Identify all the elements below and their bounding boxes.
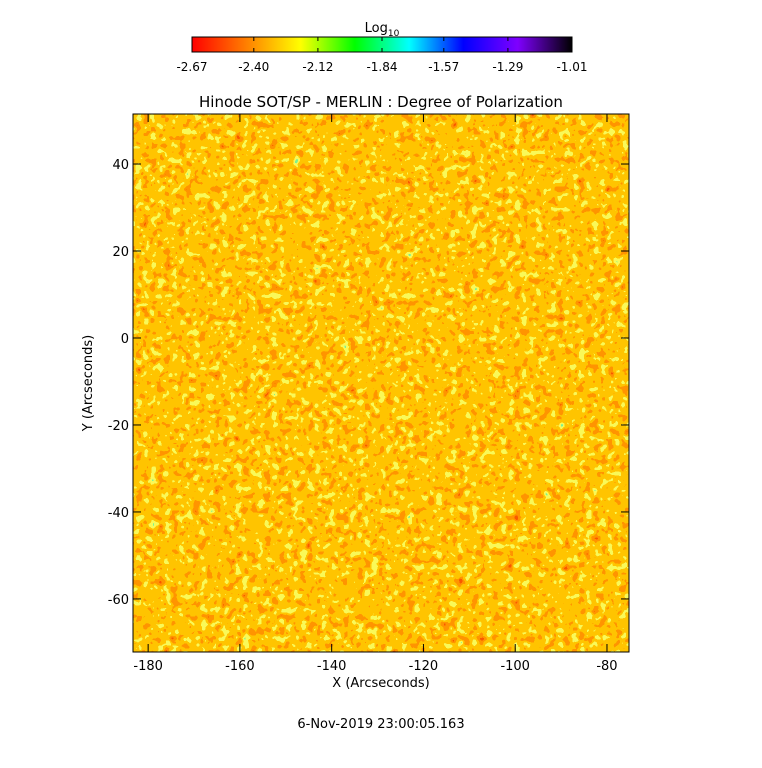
plot-frame (132, 113, 630, 653)
y-tick-label: -60 (108, 593, 129, 608)
y-tick-label: 0 (121, 332, 129, 347)
y-tick-label: 40 (112, 158, 129, 173)
map-texture (133, 114, 629, 652)
colorbar-tick-label: -1.29 (492, 60, 523, 74)
colorbar-tick-label: -1.84 (366, 60, 397, 74)
colorbar-tick-label: -1.57 (428, 60, 459, 74)
colorbar-tick-label: -2.40 (238, 60, 269, 74)
y-tick-label: 20 (112, 245, 129, 260)
chart-title: Hinode SOT/SP - MERLIN : Degree of Polar… (199, 93, 563, 111)
colorbar-title: Log10 (365, 21, 400, 39)
colorbar-tick-label: -2.67 (176, 60, 207, 74)
x-tick-label: -160 (225, 659, 255, 674)
x-tick-label: -120 (409, 659, 439, 674)
x-tick-label: -100 (500, 659, 530, 674)
y-tick-label: -20 (108, 419, 129, 434)
colorbar-tick-label: -2.12 (302, 60, 333, 74)
y-tick-label: -40 (108, 506, 129, 521)
colorbar-label-sub: 10 (388, 29, 400, 39)
x-tick-label: -180 (133, 659, 163, 674)
footer-date: 6-Nov-2019 23:00:05.163 (297, 717, 464, 732)
x-tick-label: -80 (596, 659, 617, 674)
x-axis-label: X (Arcseconds) (332, 676, 429, 691)
colorbar-label: Log (365, 21, 388, 36)
y-axis-label: Y (Arcseconds) (81, 335, 96, 432)
x-tick-label: -140 (317, 659, 347, 674)
colorbar-tick-label: -1.01 (556, 60, 587, 74)
